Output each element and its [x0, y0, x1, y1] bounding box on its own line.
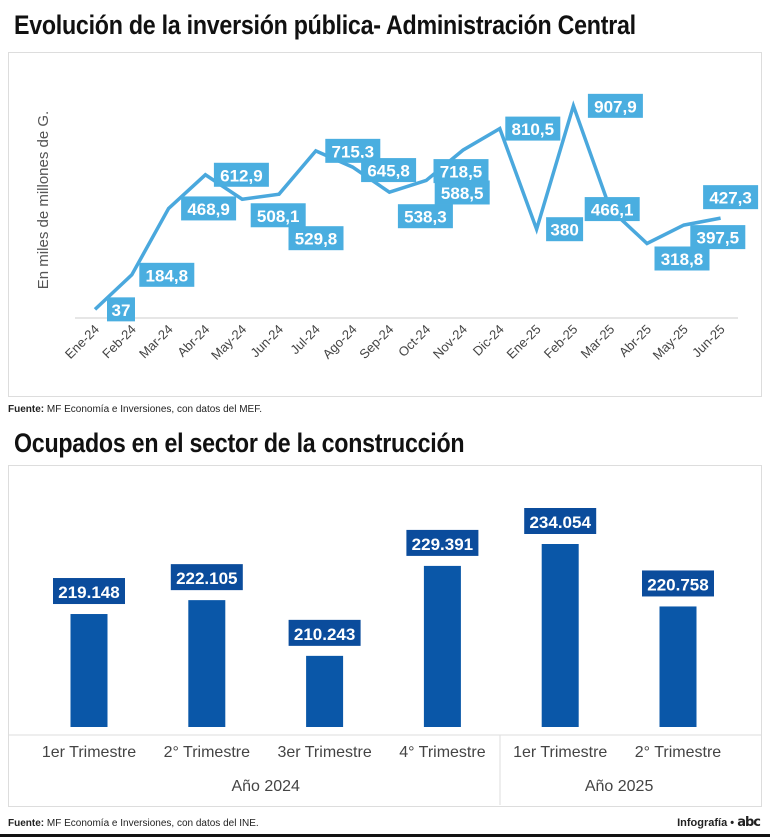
- x-tick-label: 1er Trimestre: [513, 744, 607, 761]
- bar: [306, 655, 344, 727]
- line-chart: En miles de millones de G.Ene-24Feb-24Ma…: [35, 93, 759, 363]
- data-label-box: [288, 619, 361, 646]
- abc-logo: abc: [737, 815, 761, 830]
- data-label-box: [654, 246, 710, 271]
- data-label: 219.148: [58, 583, 119, 602]
- data-label-box: [584, 197, 640, 222]
- data-label: 380: [550, 221, 578, 240]
- data-label-box: [288, 226, 344, 251]
- data-label: 234.054: [529, 513, 591, 532]
- data-label: 612,9: [220, 166, 263, 185]
- x-tick-label: 3er Trimestre: [277, 744, 371, 761]
- group-label: Año 2025: [585, 778, 654, 795]
- data-label: 427,3: [709, 189, 752, 208]
- data-label: 907,9: [594, 97, 637, 116]
- line-chart-source: Fuente: MF Economía e Inversiones, con d…: [8, 404, 262, 415]
- data-label: 220.758: [647, 575, 708, 594]
- data-label-box: [703, 185, 759, 210]
- data-label: 397,5: [697, 229, 740, 248]
- source-label: Fuente:: [8, 404, 45, 415]
- credit-text: Infografía •: [677, 817, 735, 829]
- x-tick-label: 2° Trimestre: [635, 744, 722, 761]
- data-label-box: [170, 564, 243, 591]
- data-label: 210.243: [294, 625, 355, 644]
- bar-chart-title: Ocupados en el sector de la construcción: [14, 428, 465, 458]
- data-label-box: [406, 529, 479, 556]
- data-label: 645,8: [367, 162, 410, 181]
- data-label: 529,8: [295, 230, 338, 249]
- footer-credit: Infografía • abc: [677, 815, 761, 830]
- bar: [188, 600, 226, 727]
- data-label-box: [690, 225, 746, 250]
- x-tick-label: 2° Trimestre: [164, 744, 251, 761]
- data-label-box: [361, 158, 417, 183]
- data-label: 810,5: [512, 120, 555, 139]
- x-tick-label: 4° Trimestre: [399, 744, 486, 761]
- data-label: 715,3: [332, 142, 375, 161]
- x-tick-label: 1er Trimestre: [42, 744, 136, 761]
- data-label: 588,5: [441, 184, 484, 203]
- bar: [659, 606, 697, 727]
- source-text: MF Economía e Inversiones, con datos del…: [46, 818, 259, 829]
- data-label-box: [546, 217, 584, 242]
- group-label: Año 2024: [231, 778, 300, 795]
- line-chart-title: Evolución de la inversión pública- Admin…: [14, 10, 636, 40]
- data-label-box: [250, 203, 306, 228]
- source-label: Fuente:: [8, 818, 45, 829]
- data-label: 318,8: [661, 250, 704, 269]
- data-label: 538,3: [404, 208, 447, 227]
- data-label-box: [433, 159, 489, 184]
- data-label-box: [107, 297, 135, 322]
- data-label: 184,8: [146, 266, 189, 285]
- data-label-box: [213, 162, 269, 187]
- bar-chart-frame: [8, 465, 762, 807]
- data-label-box: [505, 116, 561, 141]
- y-axis-label: En miles de millones de G.: [35, 111, 52, 289]
- data-label-box: [524, 508, 597, 534]
- source-text: MF Economía e Inversiones, con datos del…: [46, 404, 262, 415]
- data-label-box: [642, 570, 714, 597]
- data-label-box: [587, 93, 643, 118]
- bar: [70, 614, 108, 727]
- bar: [541, 544, 579, 727]
- data-label: 37: [112, 301, 131, 320]
- data-label: 468,9: [187, 200, 230, 219]
- line-chart-frame: [8, 52, 762, 397]
- data-label-box: [53, 578, 125, 605]
- data-label-box: [139, 262, 195, 287]
- bar-chart-source: Fuente: MF Economía e Inversiones, con d…: [8, 818, 259, 829]
- bottom-rule: [0, 834, 770, 837]
- data-label: 466,1: [591, 201, 634, 220]
- data-label: 222.105: [176, 569, 237, 588]
- data-label: 229.391: [412, 535, 473, 554]
- data-label: 508,1: [257, 207, 300, 226]
- data-label: 718,5: [440, 163, 483, 182]
- bar: [423, 565, 461, 727]
- data-label-box: [181, 196, 237, 221]
- data-label-box: [434, 180, 490, 205]
- data-label-box: [397, 204, 453, 229]
